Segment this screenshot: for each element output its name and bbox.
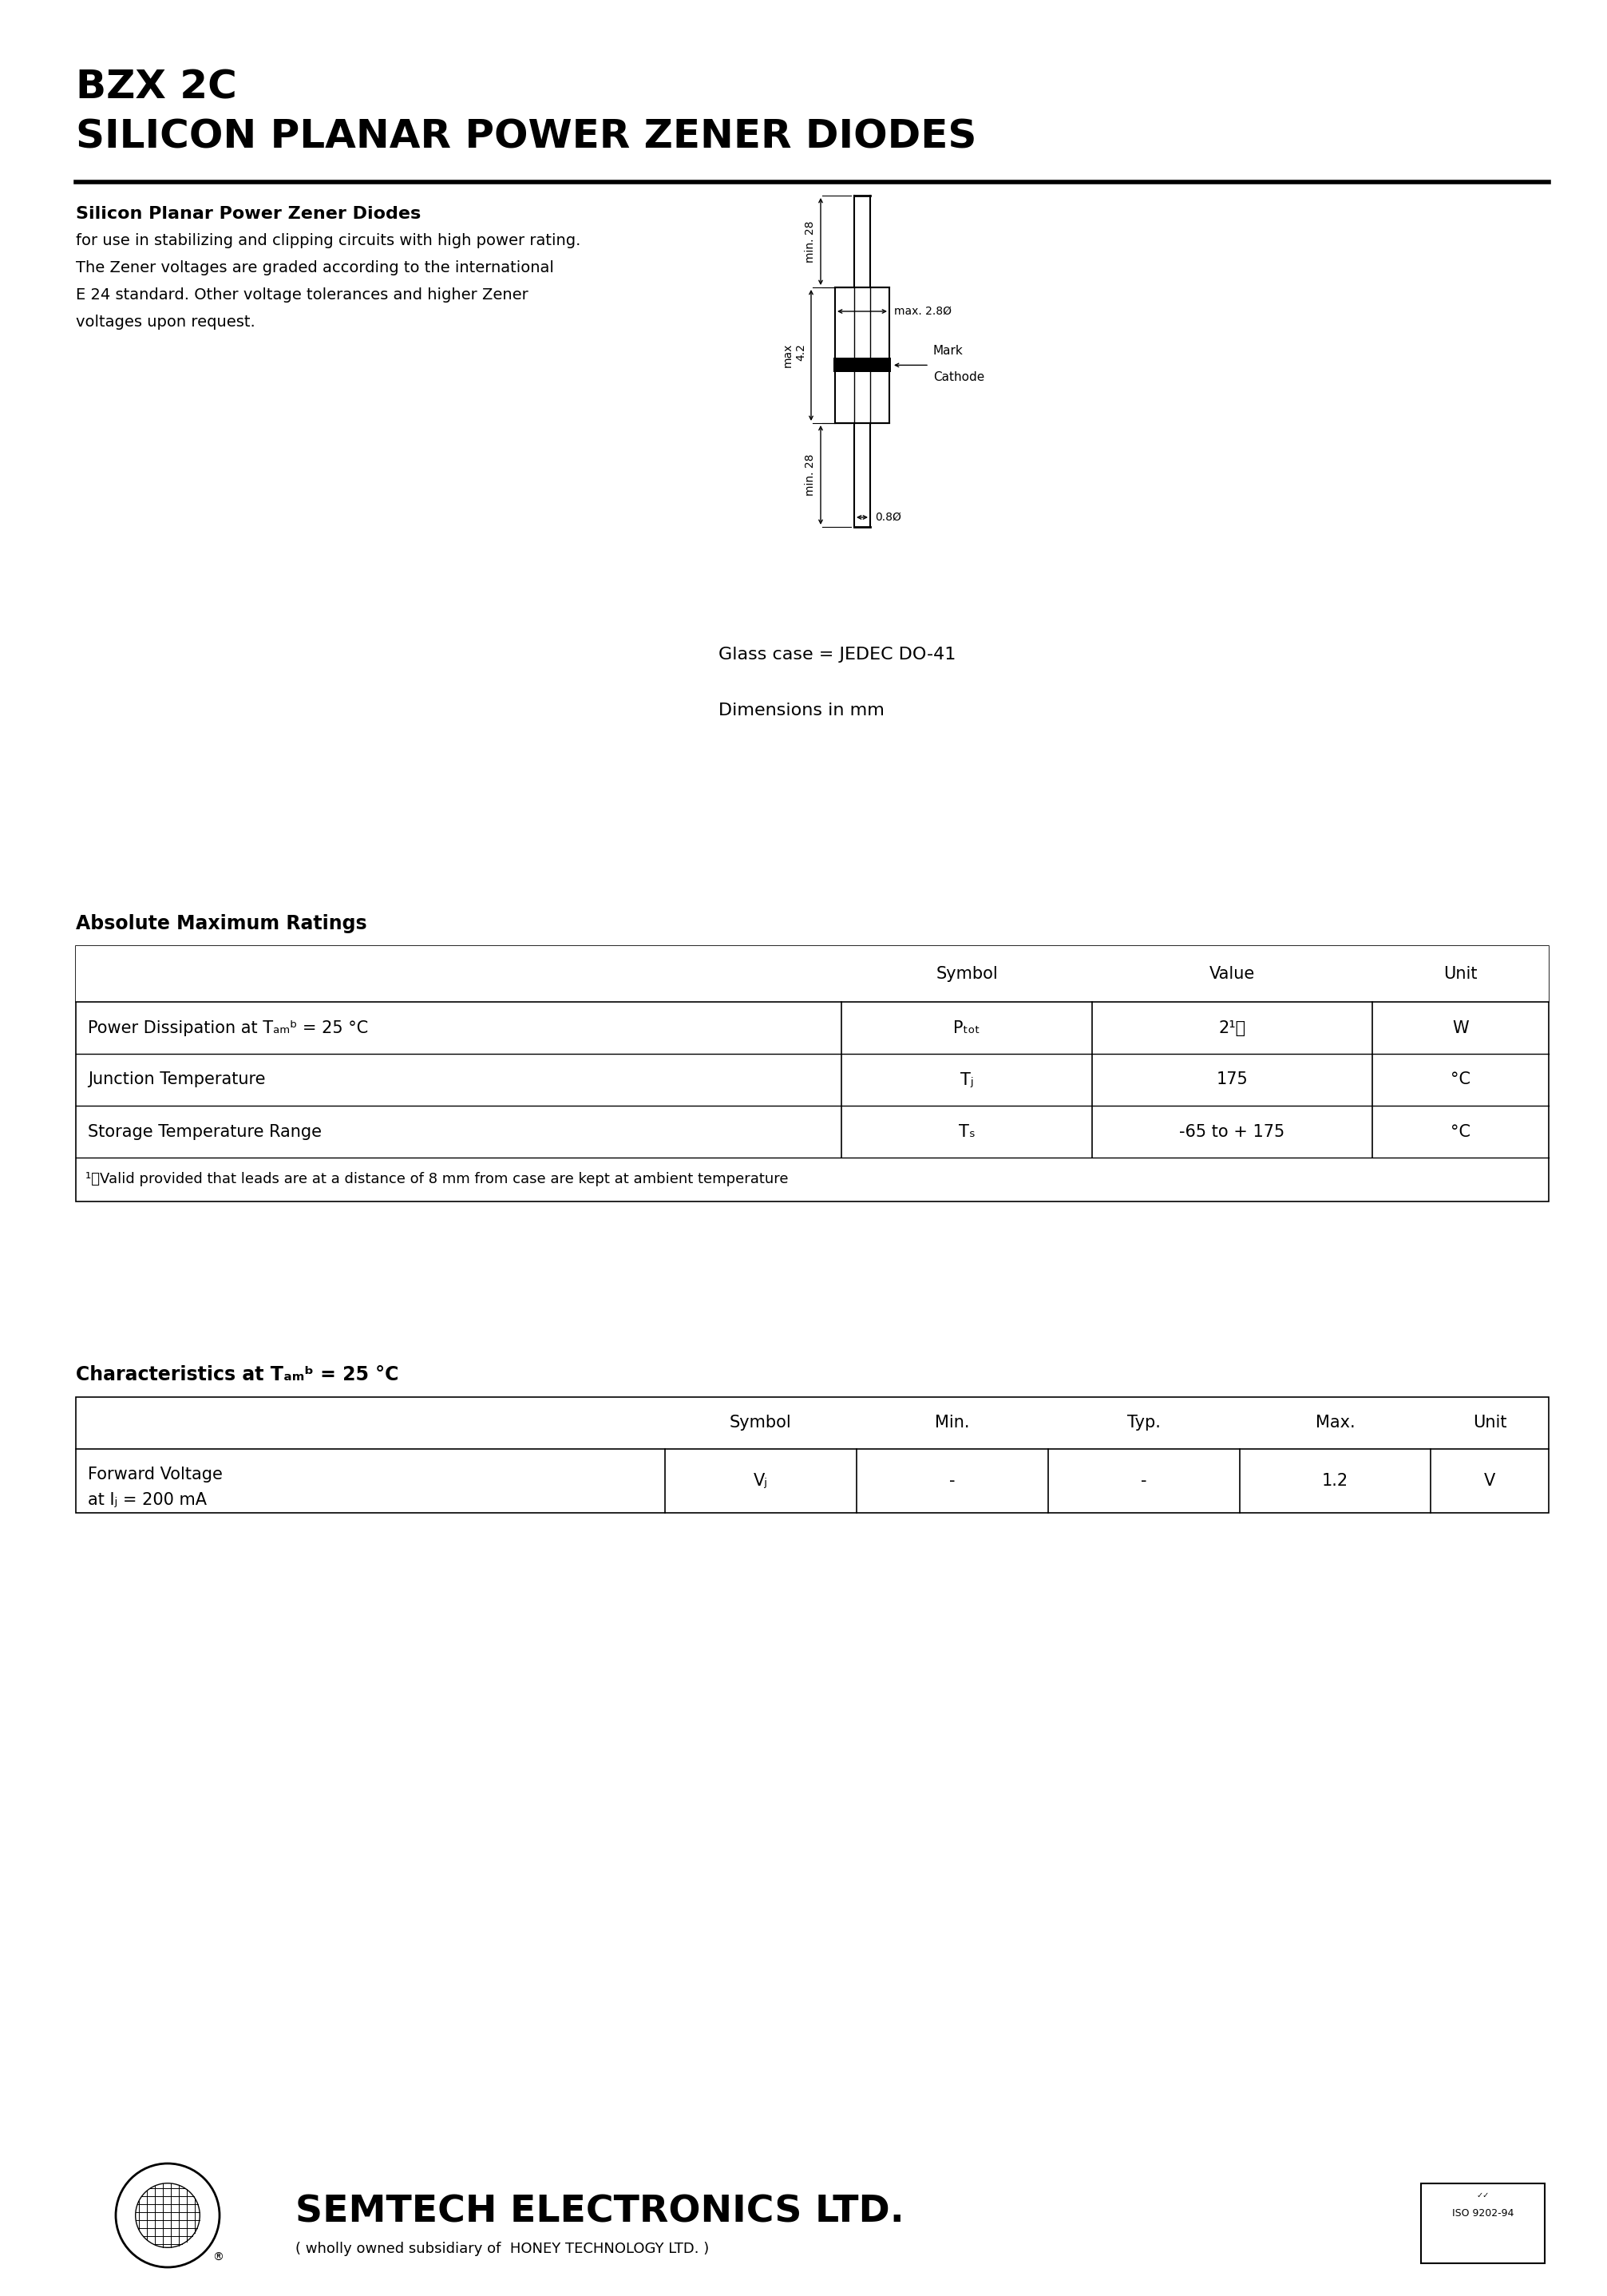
Text: E 24 standard. Other voltage tolerances and higher Zener: E 24 standard. Other voltage tolerances … xyxy=(76,287,529,303)
Text: Max.: Max. xyxy=(1316,1414,1355,1430)
Text: BZX 2C: BZX 2C xyxy=(76,69,236,106)
Text: Junction Temperature: Junction Temperature xyxy=(88,1072,265,1088)
Bar xyxy=(1421,2183,1544,2264)
Text: ✓✓: ✓✓ xyxy=(1477,2190,1490,2200)
Text: Glass case = JEDEC DO-41: Glass case = JEDEC DO-41 xyxy=(718,647,956,664)
Text: ( wholly owned subsidiary of  HONEY TECHNOLOGY LTD. ): ( wholly owned subsidiary of HONEY TECHN… xyxy=(296,2241,709,2257)
Bar xyxy=(836,287,889,422)
Text: The Zener voltages are graded according to the international: The Zener voltages are graded according … xyxy=(76,259,554,276)
Text: ISO 9202-94: ISO 9202-94 xyxy=(1453,2209,1514,2218)
Text: ¹⧩Valid provided that leads are at a distance of 8 mm from case are kept at ambi: ¹⧩Valid provided that leads are at a dis… xyxy=(85,1173,789,1187)
Text: Pₜₒₜ: Pₜₒₜ xyxy=(953,1019,980,1035)
Text: Unit: Unit xyxy=(1443,967,1477,983)
Bar xyxy=(76,1396,1549,1513)
Text: Dimensions in mm: Dimensions in mm xyxy=(718,703,884,719)
Text: for use in stabilizing and clipping circuits with high power rating.: for use in stabilizing and clipping circ… xyxy=(76,234,580,248)
Text: max
4.2: max 4.2 xyxy=(783,342,807,367)
Text: -: - xyxy=(1141,1474,1147,1488)
Text: Forward Voltage: Forward Voltage xyxy=(88,1467,223,1483)
Text: °C: °C xyxy=(1451,1123,1470,1139)
Text: V: V xyxy=(1485,1474,1496,1488)
Text: Symbol: Symbol xyxy=(935,967,998,983)
Text: min. 28: min. 28 xyxy=(805,455,816,496)
Text: Absolute Maximum Ratings: Absolute Maximum Ratings xyxy=(76,914,366,932)
Text: Min.: Min. xyxy=(935,1414,969,1430)
Text: Characteristics at Tₐₘᵇ = 25 °C: Characteristics at Tₐₘᵇ = 25 °C xyxy=(76,1366,399,1384)
Bar xyxy=(834,358,890,372)
Text: Power Dissipation at Tₐₘᵇ = 25 °C: Power Dissipation at Tₐₘᵇ = 25 °C xyxy=(88,1019,368,1035)
Bar xyxy=(76,946,1549,1201)
Text: W: W xyxy=(1453,1019,1469,1035)
Text: Silicon Planar Power Zener Diodes: Silicon Planar Power Zener Diodes xyxy=(76,207,421,223)
Text: Mark: Mark xyxy=(934,344,963,356)
Text: ®: ® xyxy=(212,2252,223,2264)
Text: Vⱼ: Vⱼ xyxy=(754,1474,768,1488)
Text: Unit: Unit xyxy=(1474,1414,1507,1430)
Text: -65 to + 175: -65 to + 175 xyxy=(1180,1123,1286,1139)
Text: 175: 175 xyxy=(1216,1072,1249,1088)
Text: at Iⱼ = 200 mA: at Iⱼ = 200 mA xyxy=(88,1492,207,1508)
Text: Storage Temperature Range: Storage Temperature Range xyxy=(88,1123,321,1139)
Text: max. 2.8Ø: max. 2.8Ø xyxy=(893,305,951,317)
Text: Value: Value xyxy=(1208,967,1255,983)
Text: Cathode: Cathode xyxy=(934,372,985,383)
Text: min. 28: min. 28 xyxy=(805,220,816,262)
Text: Symbol: Symbol xyxy=(730,1414,792,1430)
Circle shape xyxy=(116,2163,220,2266)
Text: voltages upon request.: voltages upon request. xyxy=(76,315,256,331)
Text: Typ.: Typ. xyxy=(1127,1414,1160,1430)
Text: SILICON PLANAR POWER ZENER DIODES: SILICON PLANAR POWER ZENER DIODES xyxy=(76,117,977,156)
Circle shape xyxy=(135,2183,199,2248)
Text: SEMTECH ELECTRONICS LTD.: SEMTECH ELECTRONICS LTD. xyxy=(296,2193,905,2229)
Text: Tⱼ: Tⱼ xyxy=(961,1072,974,1088)
Text: °C: °C xyxy=(1451,1072,1470,1088)
Bar xyxy=(76,946,1549,1001)
Text: Tₛ: Tₛ xyxy=(959,1123,975,1139)
Text: 2¹⧩: 2¹⧩ xyxy=(1218,1019,1245,1035)
Text: 0.8Ø: 0.8Ø xyxy=(874,512,902,523)
Text: 1.2: 1.2 xyxy=(1323,1474,1348,1488)
Text: -: - xyxy=(950,1474,955,1488)
